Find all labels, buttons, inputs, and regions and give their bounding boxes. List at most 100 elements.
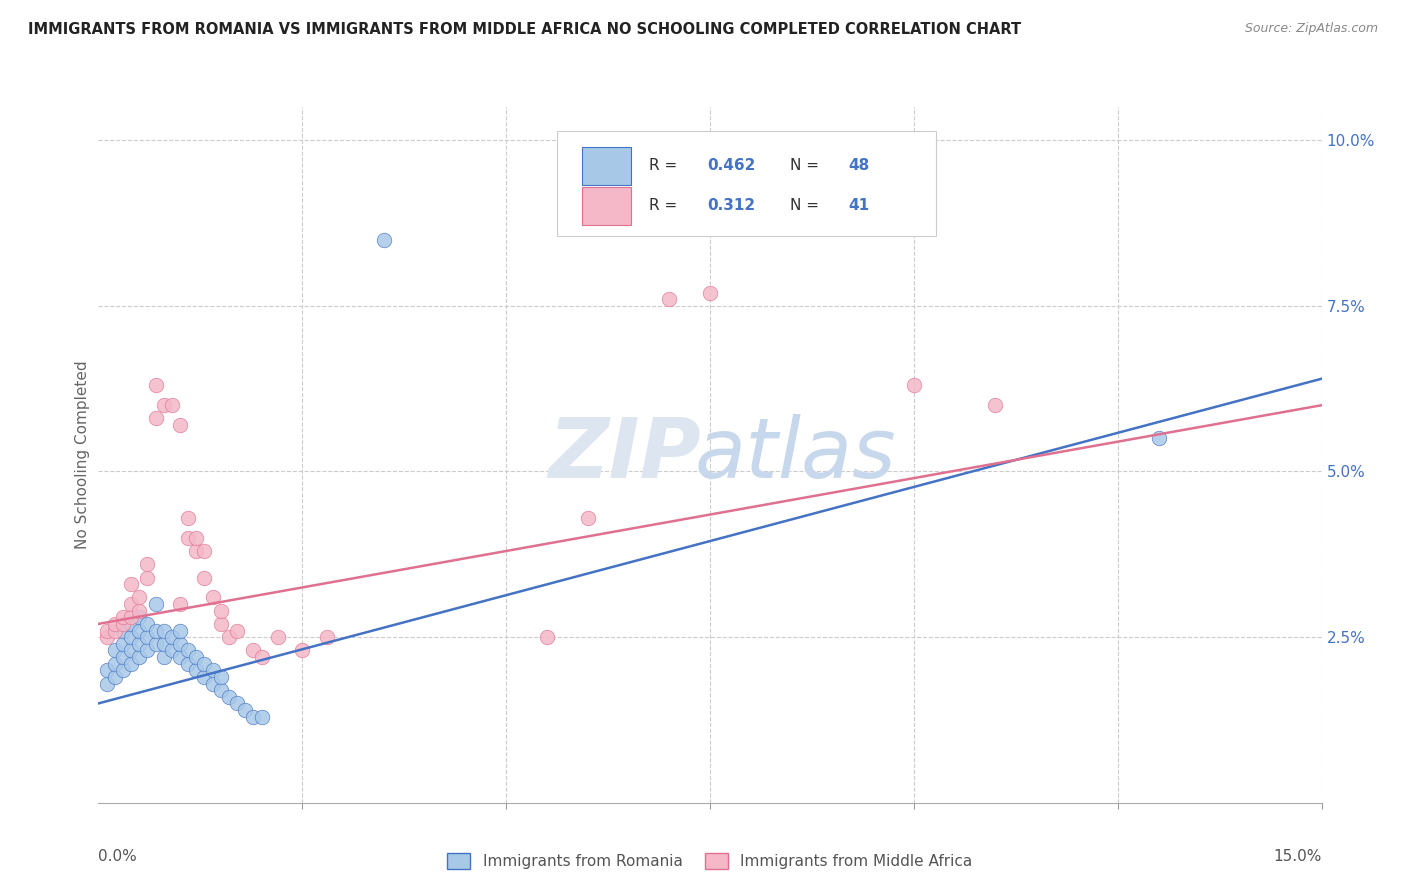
Point (186, 531, 208, 545)
Point (120, 616, 142, 631)
Point (128, 624, 150, 638)
Point (111, 624, 134, 638)
Text: R =: R = (650, 198, 682, 213)
Point (120, 597, 142, 611)
Point (169, 624, 191, 638)
Point (177, 643, 200, 657)
Text: ZIP: ZIP (548, 415, 700, 495)
Point (128, 604, 150, 618)
Point (699, 285, 721, 300)
Point (104, 670, 127, 684)
Point (104, 624, 127, 638)
Point (145, 637, 167, 651)
Point (169, 637, 191, 651)
Text: R =: R = (650, 158, 682, 173)
Point (218, 690, 240, 704)
Point (186, 650, 208, 665)
Point (96, 663, 118, 677)
Point (209, 670, 232, 684)
Point (160, 398, 183, 412)
Point (242, 643, 264, 657)
Point (152, 650, 174, 665)
Point (177, 657, 200, 671)
Point (111, 637, 134, 651)
Point (120, 610, 142, 624)
Text: N =: N = (790, 158, 824, 173)
Point (201, 676, 224, 690)
FancyBboxPatch shape (582, 146, 630, 185)
Point (250, 650, 273, 665)
Text: atlas: atlas (695, 415, 897, 495)
Text: IMMIGRANTS FROM ROMANIA VS IMMIGRANTS FROM MIDDLE AFRICA NO SCHOOLING COMPLETED : IMMIGRANTS FROM ROMANIA VS IMMIGRANTS FR… (28, 22, 1021, 37)
Point (193, 570, 215, 584)
Point (120, 657, 142, 671)
FancyBboxPatch shape (582, 187, 630, 226)
Point (169, 418, 191, 433)
Point (120, 577, 142, 591)
Point (201, 591, 224, 605)
Point (186, 663, 208, 677)
Point (120, 630, 142, 644)
Point (136, 570, 159, 584)
Point (193, 670, 215, 684)
FancyBboxPatch shape (557, 131, 936, 235)
Point (104, 616, 127, 631)
Point (111, 650, 134, 665)
Point (226, 697, 249, 711)
Point (152, 398, 174, 412)
Point (96, 624, 118, 638)
Point (145, 411, 167, 425)
Legend: Immigrants from Romania, Immigrants from Middle Africa: Immigrants from Romania, Immigrants from… (441, 847, 979, 875)
Point (136, 616, 159, 631)
Point (373, 233, 395, 247)
Point (160, 643, 183, 657)
Text: 0.0%: 0.0% (98, 849, 138, 864)
Y-axis label: No Schooling Completed: No Schooling Completed (75, 360, 90, 549)
Point (250, 709, 273, 723)
Point (177, 511, 200, 525)
Text: 41: 41 (848, 198, 869, 213)
Text: Source: ZipAtlas.com: Source: ZipAtlas.com (1244, 22, 1378, 36)
Point (193, 544, 215, 558)
Point (96, 676, 118, 690)
Point (536, 630, 558, 644)
Point (233, 703, 256, 717)
Point (160, 630, 183, 644)
Text: 0.462: 0.462 (707, 158, 756, 173)
Point (152, 624, 174, 638)
Point (267, 630, 290, 644)
Point (209, 683, 232, 698)
Point (193, 657, 215, 671)
Text: 15.0%: 15.0% (1274, 849, 1322, 864)
Text: 0.312: 0.312 (707, 198, 755, 213)
Point (658, 292, 681, 306)
Point (145, 597, 167, 611)
Point (315, 630, 337, 644)
Point (104, 657, 127, 671)
Point (903, 378, 925, 392)
Point (152, 637, 174, 651)
Point (177, 531, 200, 545)
Point (136, 630, 159, 644)
Point (1147, 431, 1170, 445)
Point (145, 624, 167, 638)
Point (169, 597, 191, 611)
Point (111, 616, 134, 631)
Point (120, 643, 142, 657)
Point (201, 663, 224, 677)
Point (291, 643, 314, 657)
Point (128, 637, 150, 651)
Point (226, 624, 249, 638)
Text: 48: 48 (848, 158, 869, 173)
Point (111, 610, 134, 624)
Point (128, 650, 150, 665)
Point (186, 544, 208, 558)
Point (128, 591, 150, 605)
Point (209, 604, 232, 618)
Point (209, 616, 232, 631)
Point (136, 643, 159, 657)
Text: N =: N = (790, 198, 824, 213)
Point (128, 610, 150, 624)
Point (169, 650, 191, 665)
Point (242, 709, 264, 723)
